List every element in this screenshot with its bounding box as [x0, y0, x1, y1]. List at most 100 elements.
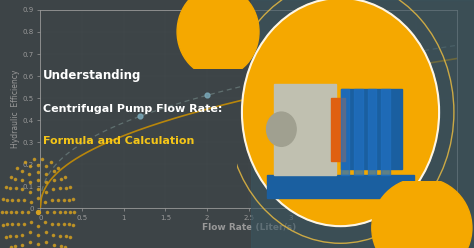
Point	[41, 200, 48, 204]
Point	[0, 197, 7, 201]
Point	[43, 164, 50, 168]
Point	[47, 160, 55, 164]
Bar	[368, 89, 376, 175]
Point	[65, 198, 73, 202]
Point	[18, 233, 26, 237]
Point	[56, 210, 64, 214]
Point	[34, 196, 42, 200]
Point	[50, 210, 58, 214]
Text: Understanding: Understanding	[43, 69, 141, 82]
Point	[69, 197, 77, 201]
Point	[0, 210, 6, 214]
Point	[34, 163, 42, 167]
Point	[57, 244, 64, 248]
Circle shape	[266, 112, 296, 146]
Text: Formula and Calculation: Formula and Calculation	[43, 136, 194, 146]
Point	[26, 180, 33, 184]
Point	[2, 186, 10, 189]
Circle shape	[242, 0, 439, 226]
Point	[34, 170, 42, 174]
Bar	[354, 89, 363, 175]
Point	[137, 114, 144, 118]
Point	[6, 234, 14, 238]
Point	[8, 222, 16, 226]
Point	[34, 178, 42, 182]
Point	[27, 200, 35, 204]
Point	[43, 172, 50, 176]
Point	[7, 245, 15, 248]
Bar	[266, 175, 414, 198]
Point	[62, 186, 70, 190]
Point	[43, 240, 50, 244]
Point	[34, 234, 42, 238]
Point	[270, 77, 278, 81]
Point	[7, 210, 14, 214]
Point	[70, 210, 78, 214]
Point	[56, 186, 64, 190]
Point	[20, 198, 28, 202]
Point	[43, 180, 50, 184]
Point	[12, 210, 20, 214]
Point	[26, 172, 33, 176]
Point	[55, 222, 62, 226]
Point	[26, 230, 34, 234]
Point	[3, 198, 10, 202]
Point	[41, 220, 48, 224]
Point	[2, 210, 9, 214]
Point	[61, 175, 69, 179]
Point	[26, 190, 34, 194]
Point	[57, 177, 64, 181]
Point	[60, 222, 68, 226]
X-axis label: Flow Rate (Liter/s): Flow Rate (Liter/s)	[202, 223, 296, 232]
Point	[2, 235, 10, 239]
Point	[6, 186, 14, 190]
Bar	[274, 84, 336, 175]
Point	[34, 224, 42, 228]
Point	[18, 178, 26, 182]
Point	[18, 210, 26, 214]
Point	[26, 164, 33, 168]
Point	[62, 210, 69, 214]
Point	[34, 186, 42, 190]
Point	[62, 234, 70, 238]
Point	[328, 65, 336, 69]
Point	[20, 222, 28, 226]
Point	[50, 243, 58, 247]
Point	[11, 244, 19, 248]
Point	[69, 223, 77, 227]
Point	[27, 220, 35, 224]
Point	[38, 157, 46, 161]
Point	[14, 166, 21, 170]
Bar	[340, 89, 349, 175]
Point	[14, 222, 21, 226]
Point	[14, 198, 21, 202]
Point	[42, 230, 50, 234]
Point	[50, 187, 57, 191]
Bar	[381, 89, 390, 175]
Bar	[331, 98, 346, 161]
Point	[34, 210, 42, 214]
Point	[55, 198, 62, 202]
Point	[21, 160, 29, 164]
Point	[65, 222, 73, 226]
Circle shape	[372, 178, 472, 248]
Point	[0, 223, 7, 227]
Point	[44, 210, 51, 214]
Point	[66, 186, 73, 189]
Point	[34, 242, 42, 246]
Point	[50, 233, 57, 237]
Point	[18, 243, 26, 247]
Point	[56, 234, 64, 238]
Point	[18, 187, 26, 191]
Point	[66, 210, 74, 214]
Point	[50, 169, 58, 173]
Point	[8, 198, 16, 202]
Point	[55, 166, 62, 170]
Y-axis label: Hydraulic  Efficiency: Hydraulic Efficiency	[11, 70, 20, 148]
Point	[48, 222, 55, 226]
Point	[18, 169, 26, 173]
Point	[60, 198, 68, 202]
Point	[66, 235, 73, 239]
Point	[11, 177, 19, 181]
Point	[7, 175, 15, 179]
